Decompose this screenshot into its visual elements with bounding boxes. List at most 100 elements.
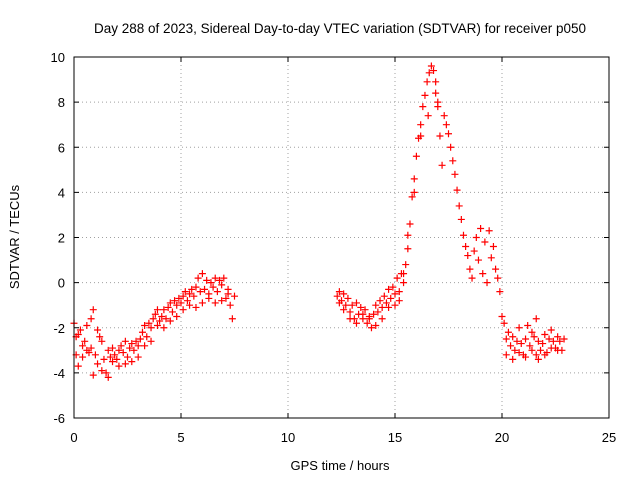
data-point — [447, 143, 455, 151]
data-point — [346, 315, 354, 323]
data-point — [466, 265, 474, 273]
y-tick-label: 0 — [58, 276, 65, 291]
data-point — [445, 130, 452, 138]
data-point — [151, 310, 159, 318]
data-point — [423, 78, 431, 86]
data-point — [222, 294, 230, 302]
data-point — [218, 281, 226, 289]
data-point — [190, 292, 198, 300]
data-point — [483, 279, 491, 287]
data-point — [541, 331, 549, 339]
data-point — [515, 324, 523, 332]
data-point — [181, 288, 189, 296]
data-point — [201, 285, 209, 293]
x-tick-label: 0 — [70, 430, 77, 445]
data-point — [487, 254, 495, 262]
data-point — [145, 319, 153, 327]
data-point — [160, 306, 168, 314]
x-axis-label: GPS time / hours — [291, 458, 390, 473]
data-point — [376, 297, 384, 305]
data-point — [459, 231, 467, 239]
data-point — [380, 292, 388, 300]
data-point — [104, 373, 112, 381]
data-point — [479, 270, 487, 278]
data-point — [385, 303, 393, 311]
data-point — [365, 315, 373, 323]
data-point — [166, 317, 174, 325]
data-point — [196, 288, 204, 296]
data-point — [126, 344, 134, 352]
data-point — [370, 310, 378, 318]
data-point — [545, 335, 553, 343]
data-point — [528, 346, 536, 354]
data-point — [425, 69, 433, 77]
data-point — [357, 303, 365, 311]
data-point — [352, 299, 360, 307]
data-point — [457, 215, 465, 223]
data-point — [220, 274, 228, 282]
data-point — [175, 294, 183, 302]
y-tick-label: -2 — [53, 321, 65, 336]
data-point — [164, 303, 172, 311]
data-point — [168, 308, 176, 316]
data-point — [335, 288, 343, 296]
data-point — [333, 292, 341, 300]
data-point — [359, 310, 367, 318]
data-point — [106, 353, 114, 361]
data-point — [504, 328, 512, 336]
data-point — [119, 349, 127, 357]
data-point — [385, 285, 393, 293]
data-point — [412, 152, 420, 160]
data-point — [231, 292, 238, 300]
data-point — [342, 301, 350, 309]
data-point — [374, 308, 382, 316]
data-point — [464, 252, 472, 260]
data-point — [207, 279, 215, 287]
data-point — [372, 301, 380, 309]
x-tick-label: 5 — [177, 430, 184, 445]
data-point — [130, 346, 138, 354]
x-tick-label: 20 — [495, 430, 509, 445]
data-point — [498, 312, 506, 320]
data-point — [434, 98, 442, 106]
data-point — [430, 67, 438, 75]
data-point — [352, 319, 360, 327]
data-point — [494, 274, 502, 282]
data-point — [218, 297, 226, 305]
data-point — [391, 290, 399, 298]
data-point — [198, 270, 206, 278]
data-point — [91, 351, 99, 359]
data-point — [500, 319, 508, 327]
chart-title: Day 288 of 2023, Sidereal Day-to-day VTE… — [94, 21, 586, 36]
data-point — [440, 112, 448, 120]
data-point — [141, 342, 149, 350]
data-point — [470, 247, 478, 255]
data-point — [115, 362, 123, 370]
data-point — [517, 340, 525, 348]
data-point — [213, 288, 221, 296]
data-point — [432, 78, 440, 86]
data-point — [109, 358, 117, 366]
data-point — [395, 297, 403, 305]
data-point — [408, 193, 416, 201]
data-point — [113, 355, 121, 363]
data-point — [94, 326, 102, 334]
y-tick-label: -6 — [53, 411, 65, 426]
data-point — [522, 353, 530, 361]
data-point — [558, 346, 566, 354]
data-point — [534, 337, 542, 345]
data-point — [534, 355, 542, 363]
x-tick-label: 15 — [388, 430, 402, 445]
data-point — [128, 358, 136, 366]
data-point — [98, 337, 106, 345]
data-point — [526, 342, 534, 350]
data-point — [509, 333, 517, 341]
data-point — [96, 333, 104, 341]
data-point — [192, 303, 200, 311]
data-point — [194, 274, 202, 282]
data-point — [541, 351, 549, 359]
x-tick-label: 10 — [281, 430, 295, 445]
data-point — [102, 369, 110, 377]
y-axis-label: SDTVAR / TECUs — [7, 184, 22, 289]
data-point — [74, 362, 82, 370]
